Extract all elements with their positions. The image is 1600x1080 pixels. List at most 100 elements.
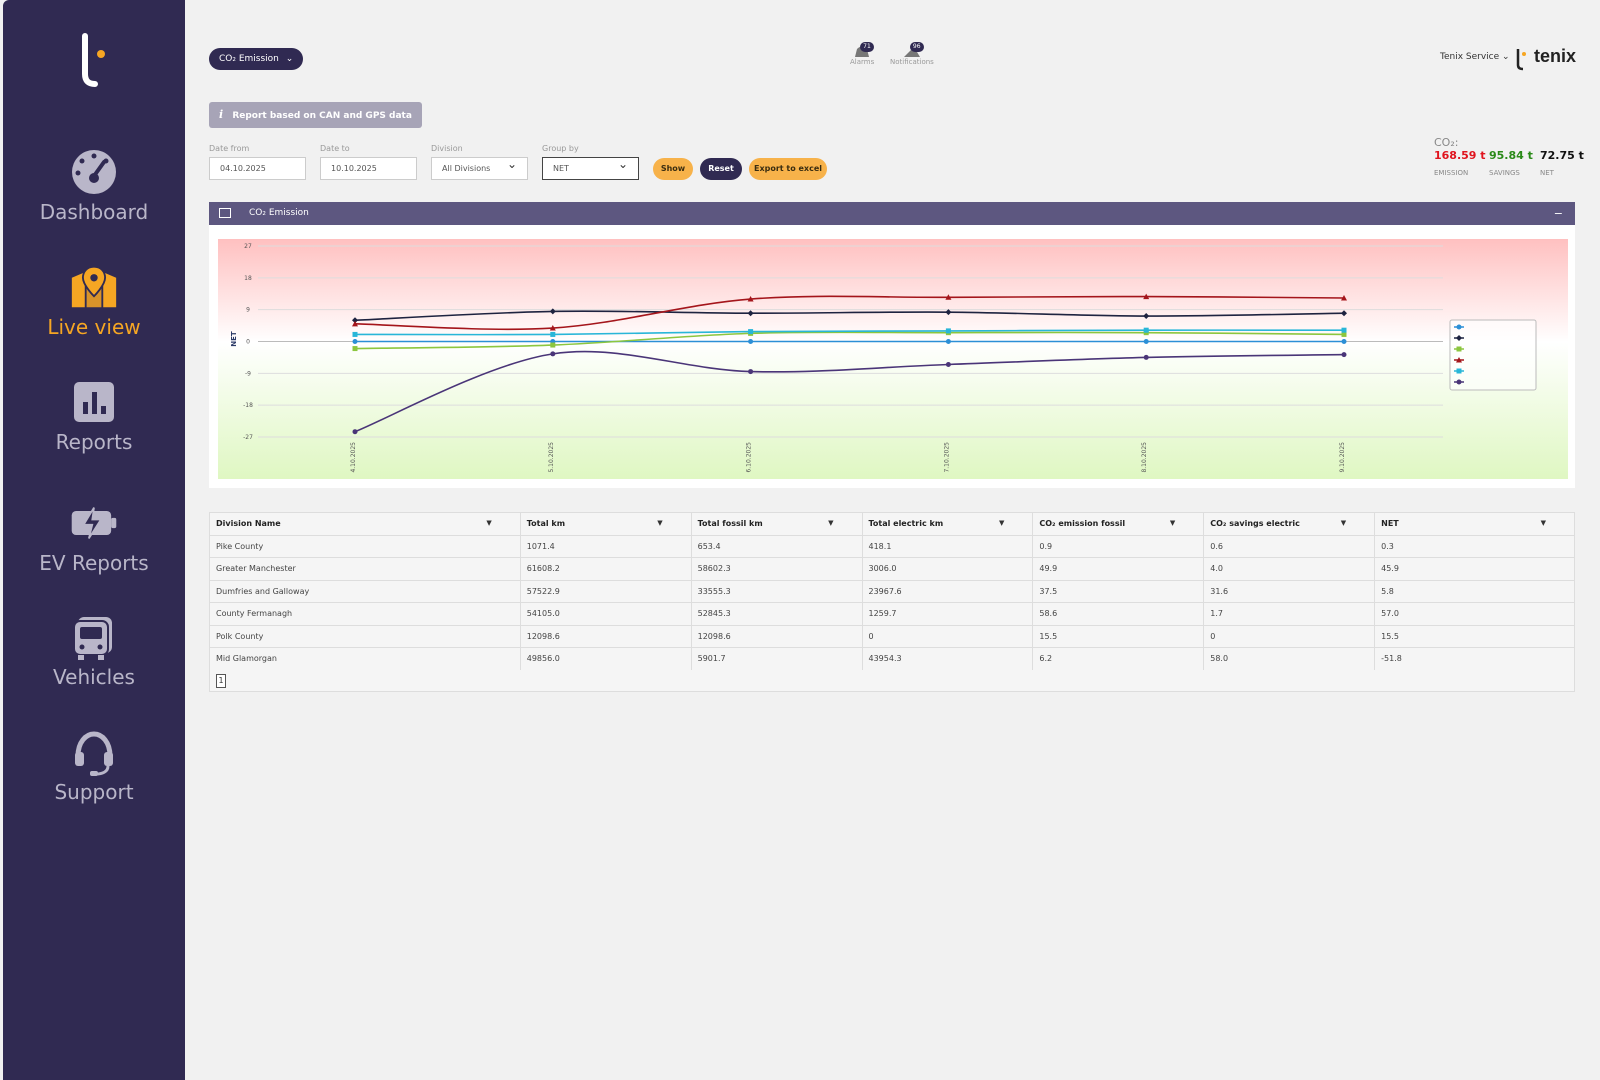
column-header[interactable]: Total fossil km ▼ — [690, 512, 863, 536]
panel-title: CO₂ Emission — [249, 208, 309, 218]
x-tick-label: 6.10.2025 — [746, 442, 753, 473]
data-point — [1456, 357, 1462, 363]
data-point — [1143, 354, 1149, 360]
emission-value: 168.59 t — [1434, 149, 1486, 162]
headset-icon — [75, 731, 113, 776]
table-cell: 49856.0 — [519, 647, 692, 671]
column-header[interactable]: CO₂ emission fossil ▼ — [1032, 512, 1205, 536]
data-point — [747, 310, 754, 317]
collapse-icon[interactable]: − — [1553, 207, 1563, 220]
table-cell: 0.9 — [1032, 534, 1205, 558]
notification-icon: 96 — [902, 42, 924, 58]
table-cell: 31.6 — [1203, 579, 1376, 603]
bus-icon — [73, 617, 112, 660]
data-point — [549, 325, 556, 331]
filter-dropdown-icon[interactable]: ▼ — [486, 519, 492, 528]
table-cell: 1.7 — [1203, 602, 1376, 626]
column-header[interactable]: Total electric km ▼ — [861, 512, 1034, 536]
alarms-button[interactable]: 71 Alarms — [850, 42, 874, 66]
data-point — [747, 296, 754, 302]
map-pin-icon — [71, 265, 117, 308]
data-point — [945, 361, 951, 367]
filter-dropdown-icon[interactable]: ▼ — [1169, 519, 1176, 528]
series-line — [354, 295, 1345, 331]
table-row[interactable]: Greater Manchester 61608.2 58602.3 3006.0 49… — [209, 557, 1575, 581]
filter-dropdown-icon[interactable]: ▼ — [998, 519, 1005, 528]
sidebar-item-label: Vehicles — [53, 665, 135, 689]
table-cell: 4.0 — [1203, 557, 1376, 581]
user-menu[interactable]: Tenix Service ⌄ — [1440, 52, 1510, 62]
info-icon: i — [219, 108, 224, 121]
data-point — [945, 328, 951, 334]
view-selector-dropdown[interactable]: CO₂ Emission ⌄ — [209, 48, 304, 70]
data-point — [1341, 352, 1347, 358]
column-header[interactable]: Division Name ▼ — [209, 512, 521, 536]
group-by-select[interactable]: NET — [542, 154, 639, 180]
sidebar-item-ev-reports[interactable]: EV Reports — [3, 499, 185, 575]
data-point — [945, 309, 952, 316]
column-header-label: Total km — [526, 519, 566, 529]
co2-emission-panel: CO₂ Emission − 27 18 9 0 -9 -18 -27 4.10.2025 5… — [209, 202, 1575, 488]
division-select[interactable]: All Divisions — [431, 154, 528, 180]
column-header[interactable]: Total km ▼ — [519, 512, 692, 536]
table-row[interactable]: Pike County 1071.4 653.4 418.1 0.9 0.6 0.3 — [209, 534, 1575, 558]
notifications-label: Notifications — [890, 58, 934, 66]
data-point — [352, 339, 358, 344]
y-tick-label: 9 — [246, 307, 250, 314]
data-point — [1341, 331, 1347, 337]
table-cell: Pike County — [209, 534, 521, 558]
export-excel-button[interactable]: Export to excel — [749, 158, 827, 180]
table-cell: 6.2 — [1032, 647, 1205, 671]
page-button[interactable]: 1 — [216, 674, 226, 688]
table-cell: 12098.6 — [690, 624, 863, 648]
sidebar-item-support[interactable]: Support — [3, 728, 185, 804]
date-from-input[interactable]: 04.10.2025 — [209, 157, 306, 180]
chevron-down-icon: ⌄ — [1502, 52, 1510, 62]
sidebar-item-label: Live view — [47, 315, 141, 339]
table-cell: Dumfries and Galloway — [209, 579, 521, 603]
chart-area: 27 18 9 0 -9 -18 -27 4.10.2025 5.10.2025 6.10.20… — [218, 239, 1568, 479]
column-header[interactable]: NET ▼ — [1374, 512, 1575, 536]
emission-label: EMISSION — [1434, 169, 1469, 177]
panel-header: CO₂ Emission − — [209, 202, 1575, 225]
table-cell: County Fermanagh — [209, 602, 521, 626]
filter-dropdown-icon[interactable]: ▼ — [657, 519, 663, 528]
sidebar-item-dashboard[interactable]: Dashboard — [3, 148, 185, 224]
pagination: 1 — [209, 670, 1575, 692]
table-cell: -51.8 — [1374, 647, 1575, 671]
series-line — [354, 329, 1345, 336]
filter-dropdown-icon[interactable]: ▼ — [1540, 519, 1546, 528]
data-point — [352, 429, 358, 435]
notifications-button[interactable]: 96 Notifications — [890, 42, 934, 66]
table-cell: 58602.3 — [690, 557, 863, 581]
column-header[interactable]: CO₂ savings electric ▼ — [1203, 512, 1376, 536]
data-point — [748, 339, 754, 344]
data-point — [945, 294, 952, 300]
filter-dropdown-icon[interactable]: ▼ — [828, 519, 834, 528]
reset-button[interactable]: Reset — [700, 158, 742, 180]
table-header-row: Division Name ▼ Total km ▼ Total fossil km ▼ T… — [209, 512, 1575, 536]
table-cell: 0 — [1203, 624, 1376, 648]
y-tick-label: 27 — [244, 243, 252, 250]
table-row[interactable]: Dumfries and Galloway 57522.9 33555.3 23967… — [209, 579, 1575, 603]
table-cell: 15.5 — [1374, 624, 1575, 648]
sidebar-item-vehicles[interactable]: Vehicles — [3, 613, 185, 689]
y-tick-label: 18 — [244, 275, 252, 282]
report-info-bar: i Report based on CAN and GPS data — [209, 102, 422, 128]
x-tick-label: 9.10.2025 — [1339, 442, 1346, 473]
view-selector-label: CO₂ Emission — [219, 54, 279, 64]
sidebar-item-reports[interactable]: Reports — [3, 378, 185, 454]
y-tick-label: -18 — [243, 402, 253, 409]
table-cell: 418.1 — [861, 534, 1034, 558]
table-row[interactable]: County Fermanagh 54105.0 52845.3 1259.7 58.6… — [209, 602, 1575, 626]
filter-dropdown-icon[interactable]: ▼ — [1340, 519, 1347, 528]
sidebar-item-live-view[interactable]: Live view — [3, 263, 185, 339]
show-button[interactable]: Show — [653, 158, 693, 180]
x-tick-label: 7.10.2025 — [943, 442, 950, 473]
savings-value: 95.84 t — [1489, 149, 1533, 162]
division-table: Division Name ▼ Total km ▼ Total fossil km ▼ T… — [209, 512, 1575, 671]
date-to-input[interactable]: 10.10.2025 — [320, 157, 417, 180]
table-row[interactable]: Polk County 12098.6 12098.6 0 15.5 0 15.5 — [209, 624, 1575, 648]
data-point — [1341, 294, 1347, 301]
table-row[interactable]: Mid Glamorgan 49856.0 5901.7 43954.3 6.2 58.0… — [209, 647, 1575, 671]
